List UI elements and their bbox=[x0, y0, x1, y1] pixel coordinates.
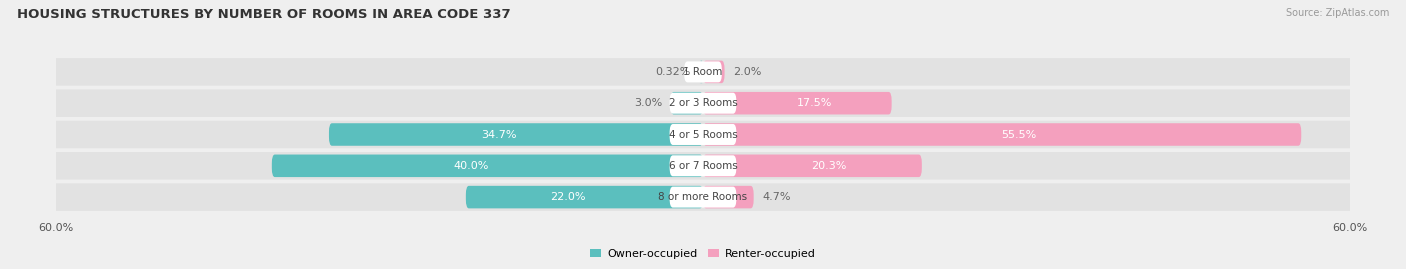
FancyBboxPatch shape bbox=[669, 187, 737, 208]
Text: 55.5%: 55.5% bbox=[1001, 129, 1036, 140]
Text: 20.3%: 20.3% bbox=[811, 161, 846, 171]
FancyBboxPatch shape bbox=[703, 123, 1302, 146]
Text: 40.0%: 40.0% bbox=[453, 161, 488, 171]
FancyBboxPatch shape bbox=[700, 61, 703, 83]
Text: 6 or 7 Rooms: 6 or 7 Rooms bbox=[669, 161, 737, 171]
FancyBboxPatch shape bbox=[669, 155, 737, 176]
FancyBboxPatch shape bbox=[703, 92, 891, 115]
Text: 2 or 3 Rooms: 2 or 3 Rooms bbox=[669, 98, 737, 108]
Text: HOUSING STRUCTURES BY NUMBER OF ROOMS IN AREA CODE 337: HOUSING STRUCTURES BY NUMBER OF ROOMS IN… bbox=[17, 8, 510, 21]
FancyBboxPatch shape bbox=[671, 92, 703, 115]
FancyBboxPatch shape bbox=[271, 154, 703, 177]
Legend: Owner-occupied, Renter-occupied: Owner-occupied, Renter-occupied bbox=[586, 244, 820, 263]
FancyBboxPatch shape bbox=[51, 152, 1355, 180]
Text: 0.32%: 0.32% bbox=[655, 67, 690, 77]
Text: 4.7%: 4.7% bbox=[762, 192, 790, 202]
FancyBboxPatch shape bbox=[465, 186, 703, 208]
Text: 1 Room: 1 Room bbox=[683, 67, 723, 77]
FancyBboxPatch shape bbox=[703, 154, 922, 177]
Text: 4 or 5 Rooms: 4 or 5 Rooms bbox=[669, 129, 737, 140]
FancyBboxPatch shape bbox=[703, 186, 754, 208]
Text: 8 or more Rooms: 8 or more Rooms bbox=[658, 192, 748, 202]
Text: 34.7%: 34.7% bbox=[481, 129, 517, 140]
FancyBboxPatch shape bbox=[685, 61, 721, 82]
FancyBboxPatch shape bbox=[669, 93, 737, 114]
FancyBboxPatch shape bbox=[51, 183, 1355, 211]
FancyBboxPatch shape bbox=[703, 61, 724, 83]
FancyBboxPatch shape bbox=[51, 89, 1355, 117]
Text: 17.5%: 17.5% bbox=[796, 98, 832, 108]
Text: 22.0%: 22.0% bbox=[550, 192, 585, 202]
Text: 3.0%: 3.0% bbox=[634, 98, 662, 108]
Text: 2.0%: 2.0% bbox=[733, 67, 762, 77]
FancyBboxPatch shape bbox=[51, 121, 1355, 148]
FancyBboxPatch shape bbox=[329, 123, 703, 146]
Text: Source: ZipAtlas.com: Source: ZipAtlas.com bbox=[1285, 8, 1389, 18]
FancyBboxPatch shape bbox=[669, 124, 737, 145]
FancyBboxPatch shape bbox=[51, 58, 1355, 86]
